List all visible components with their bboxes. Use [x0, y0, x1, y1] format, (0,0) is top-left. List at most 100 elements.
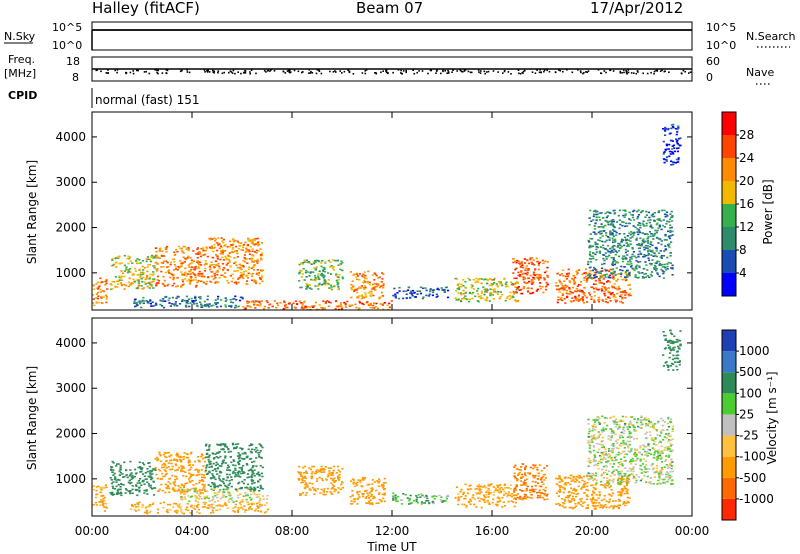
heatmap-cell-4: [142, 296, 145, 299]
heatmap-cell-1: [147, 483, 150, 485]
heatmap-cell-9: [474, 488, 477, 490]
heatmap-cell-7: [359, 479, 362, 482]
heatmap-cell-2: [159, 469, 162, 472]
heatmap-cell-5: [196, 492, 199, 494]
heatmap-cell-2: [165, 456, 168, 459]
heatmap-cell-6: [332, 469, 335, 472]
heatmap-cell-8: [429, 288, 432, 290]
heatmap-cell-5: [248, 301, 251, 303]
heatmap-cell-11: [558, 288, 561, 290]
heatmap-cell-11: [617, 491, 620, 493]
heatmap-cell-9: [482, 498, 485, 501]
heatmap-cell-11: [586, 506, 589, 509]
heatmap-cell-6: [317, 273, 320, 275]
heatmap-cell-13: [667, 148, 670, 150]
heatmap-cell-1: [120, 483, 123, 486]
heatmap-cell-4: [151, 301, 154, 303]
heatmap-cell-4: [196, 506, 199, 508]
heatmap-cell-7: [353, 479, 356, 481]
heatmap-cell-12: [611, 223, 614, 225]
heatmap-cell-8: [394, 499, 397, 501]
heatmap-cell-9: [471, 291, 475, 294]
heatmap-cell-5: [187, 495, 190, 497]
heatmap-cell-3: [239, 267, 242, 270]
heatmap-cell-1: [127, 268, 130, 271]
heatmap-cell-6: [309, 272, 312, 274]
heatmap-cell-3: [240, 487, 243, 489]
heatmap-cell-3: [235, 446, 239, 448]
heatmap-cell-6: [307, 271, 310, 273]
heatmap-cell-5: [263, 305, 266, 308]
heatmap-cell-4: [162, 306, 166, 309]
heatmap-cell-11: [574, 502, 577, 505]
heatmap-cell-12: [627, 273, 630, 275]
heatmap-cell-9: [485, 491, 488, 493]
heatmap-cell-3: [253, 264, 256, 266]
heatmap-cell-11: [580, 500, 583, 503]
heatmap-cell-6: [339, 263, 342, 265]
heatmap-cell-13: [675, 141, 678, 143]
heatmap-cell-12: [589, 275, 592, 277]
heatmap-cell-3: [237, 278, 240, 280]
heatmap-cell-9: [492, 486, 495, 488]
heatmap-cell-2: [173, 251, 176, 253]
heatmap-cell-12: [660, 220, 663, 222]
heatmap-cell-4: [133, 302, 136, 304]
heatmap-cell-1: [138, 489, 141, 492]
heatmap-cell-12: [619, 223, 622, 226]
heatmap-cell-11: [572, 300, 575, 302]
heatmap-cell-9: [457, 292, 460, 294]
heatmap-cell-7: [378, 493, 381, 495]
heatmap-cell-3: [214, 280, 218, 283]
heatmap-cell-4: [162, 298, 165, 300]
heatmap-cell-2: [157, 280, 161, 282]
heatmap-cell-8: [405, 293, 408, 296]
heatmap-cell-12: [654, 229, 657, 232]
heatmap-cell-11: [572, 479, 575, 481]
heatmap-cell-7: [352, 481, 355, 484]
heatmap-cell-3: [248, 253, 251, 256]
heatmap-cell-1: [137, 466, 140, 469]
heatmap-cell-6: [338, 273, 341, 276]
heatmap-cell-10: [521, 264, 524, 266]
nave-point: [682, 69, 685, 72]
heatmap-cell-4: [143, 511, 146, 514]
heatmap-cell-10: [536, 478, 539, 480]
heatmap-cell-8: [446, 494, 449, 497]
heatmap-cell-3: [207, 276, 210, 278]
heatmap-cell-6: [320, 477, 323, 480]
heatmap-cell-7: [370, 288, 374, 290]
heatmap-cell-5: [344, 302, 347, 305]
heatmap-cell-3: [209, 460, 212, 463]
heatmap-cell-8: [396, 500, 399, 503]
heatmap-cell-7: [368, 290, 372, 293]
heatmap-cell-9: [487, 496, 490, 498]
heatmap-cell-11: [560, 287, 563, 290]
heatmap-cell-3: [237, 460, 240, 463]
heatmap-cell-10: [520, 484, 523, 486]
heatmap-cell-2: [187, 461, 190, 464]
heatmap-cell-9: [460, 488, 463, 491]
heatmap-cell-6: [327, 467, 330, 469]
heatmap-cell-12: [670, 234, 673, 237]
heatmap-cell-8: [411, 289, 415, 292]
heatmap-cell-4: [203, 300, 206, 303]
heatmap-cell-2: [158, 488, 161, 491]
nave-point: [157, 69, 159, 72]
heatmap-cell-6: [337, 491, 340, 494]
heatmap-cell-4: [147, 302, 150, 304]
heatmap-cell-2: [191, 464, 195, 466]
heatmap-cell-4: [207, 306, 211, 308]
heatmap-cell-7: [353, 290, 356, 293]
nave-point: [387, 72, 389, 74]
heatmap-cell-12: [649, 243, 652, 245]
heatmap-cell-6: [322, 270, 325, 273]
heatmap-cell-11: [601, 299, 604, 301]
heatmap-cell-2: [198, 263, 201, 266]
heatmap-cell-12: [604, 276, 607, 278]
heatmap-cell-3: [231, 472, 235, 474]
heatmap-cell-10: [530, 261, 533, 264]
heatmap-cell-2: [161, 466, 164, 469]
heatmap-cell-10: [523, 277, 527, 280]
heatmap-cell-12: [630, 258, 633, 260]
